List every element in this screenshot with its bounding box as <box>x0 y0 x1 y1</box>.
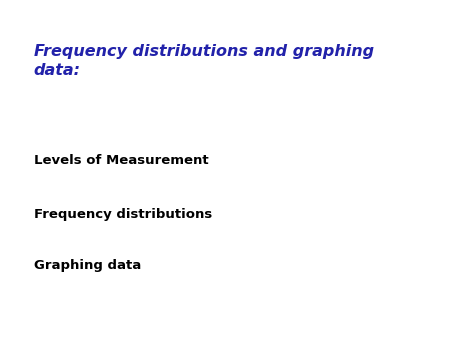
Text: Levels of Measurement: Levels of Measurement <box>34 154 208 167</box>
Text: Frequency distributions and graphing
data:: Frequency distributions and graphing dat… <box>34 44 374 78</box>
Text: Frequency distributions: Frequency distributions <box>34 208 212 221</box>
Text: Graphing data: Graphing data <box>34 259 141 271</box>
